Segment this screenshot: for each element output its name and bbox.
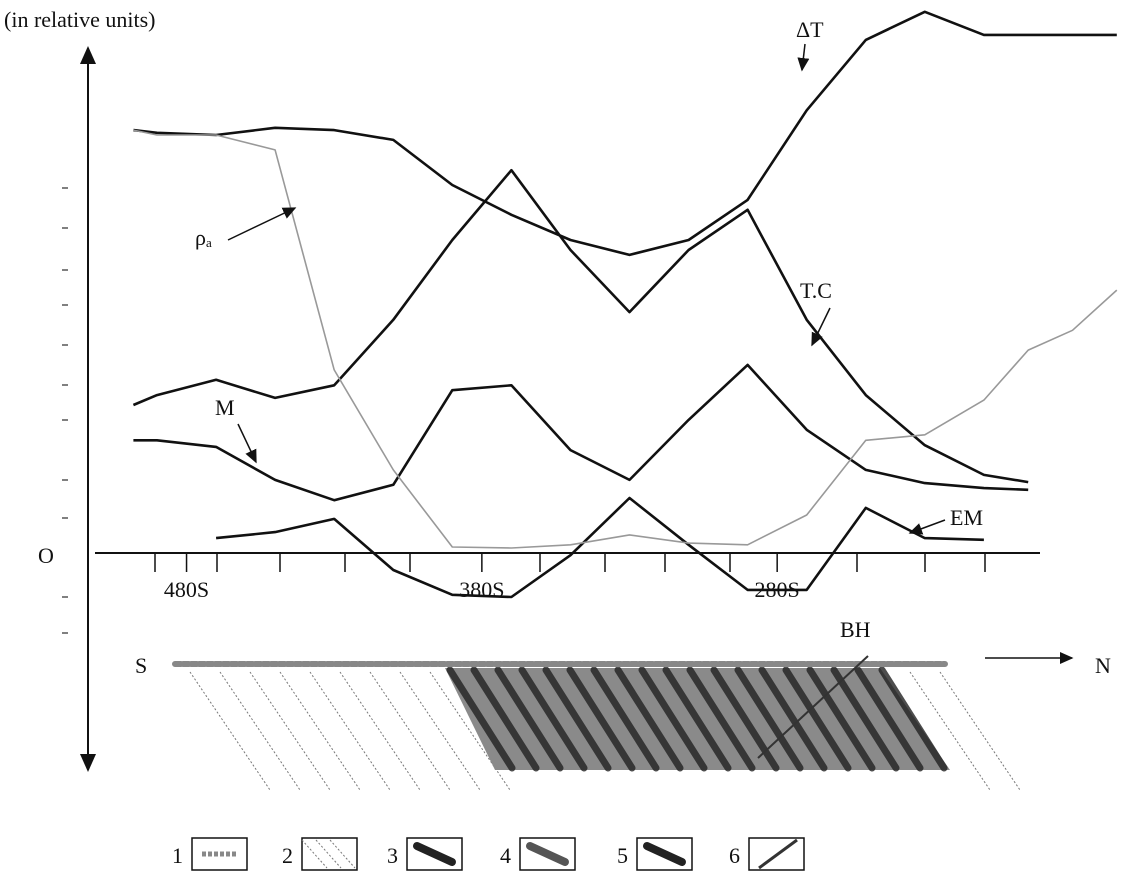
section — [175, 656, 1020, 790]
legend: 1 2 3 4 5 6 — [172, 838, 804, 870]
curve-label: M — [215, 395, 235, 420]
curve — [216, 498, 984, 597]
borehole-label: BH — [840, 617, 871, 642]
legend-box — [302, 838, 357, 870]
hatch — [340, 672, 420, 790]
hatch — [280, 672, 360, 790]
curve-pointer — [238, 424, 256, 462]
legend-number: 4 — [500, 843, 511, 868]
y-axis-label: (in relative units) — [4, 7, 156, 32]
legend-number: 1 — [172, 843, 183, 868]
x-tick-label: 380S — [459, 577, 504, 602]
figure: (in relative units) O S N BH 1 2 3 4 5 6 480S… — [0, 0, 1140, 875]
legend-number: 5 — [617, 843, 628, 868]
curve-pointer — [228, 208, 295, 240]
hatch — [250, 672, 330, 790]
curve-label: ΔT — [796, 17, 824, 42]
hatch — [220, 672, 300, 790]
hatch — [310, 672, 390, 790]
legend-number: 3 — [387, 843, 398, 868]
curve-label: ρₐ — [195, 225, 212, 250]
hatch — [940, 672, 1020, 790]
hatch — [370, 672, 450, 790]
curve — [133, 170, 1028, 482]
curve-label: T.C — [800, 278, 832, 303]
curve-pointer — [910, 520, 945, 533]
origin-label: O — [38, 543, 54, 568]
curve-label: EM — [950, 505, 983, 530]
legend-number: 2 — [282, 843, 293, 868]
curve-pointer — [802, 44, 805, 70]
curve — [133, 130, 1116, 548]
y-minor-ticks — [62, 188, 68, 633]
legend-number: 6 — [729, 843, 740, 868]
hatch — [190, 672, 270, 790]
legend-box — [192, 838, 247, 870]
curve — [133, 365, 1028, 500]
x-tick-label: 480S — [164, 577, 209, 602]
north-label: N — [1095, 653, 1111, 678]
curve — [133, 12, 1116, 255]
south-label: S — [135, 653, 147, 678]
